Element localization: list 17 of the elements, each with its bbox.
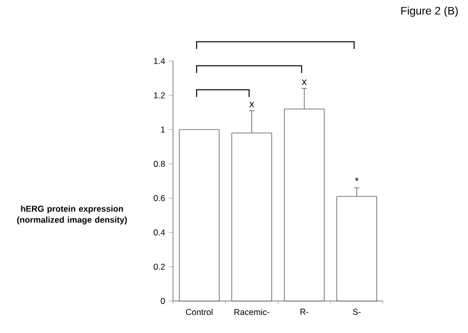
annotation: x — [249, 102, 254, 108]
y-tick-label: 0 — [160, 298, 165, 304]
y-tick-label: 0.2 — [154, 264, 165, 270]
y-tick-label: 0.8 — [154, 160, 165, 167]
text: Figure 2 (B) — [401, 6, 458, 17]
x-tick-label: Racemic- — [234, 308, 270, 316]
y-tick-label: 1.2 — [154, 92, 165, 98]
x-tick-label: R- — [300, 308, 308, 315]
x-tick-label: S- — [352, 308, 361, 315]
annotation: * — [354, 177, 359, 181]
y-tick-label: 1 — [161, 126, 165, 132]
annotation: x — [302, 80, 307, 85]
y-axis-title: hERG protein expression (normalized image density) — [17, 206, 127, 224]
y-tick-label: 0.6 — [154, 195, 165, 202]
y-tick-label: 0.4 — [154, 229, 165, 236]
x-tick-label: Control — [186, 308, 212, 316]
y-tick-label: 1.4 — [154, 58, 165, 64]
